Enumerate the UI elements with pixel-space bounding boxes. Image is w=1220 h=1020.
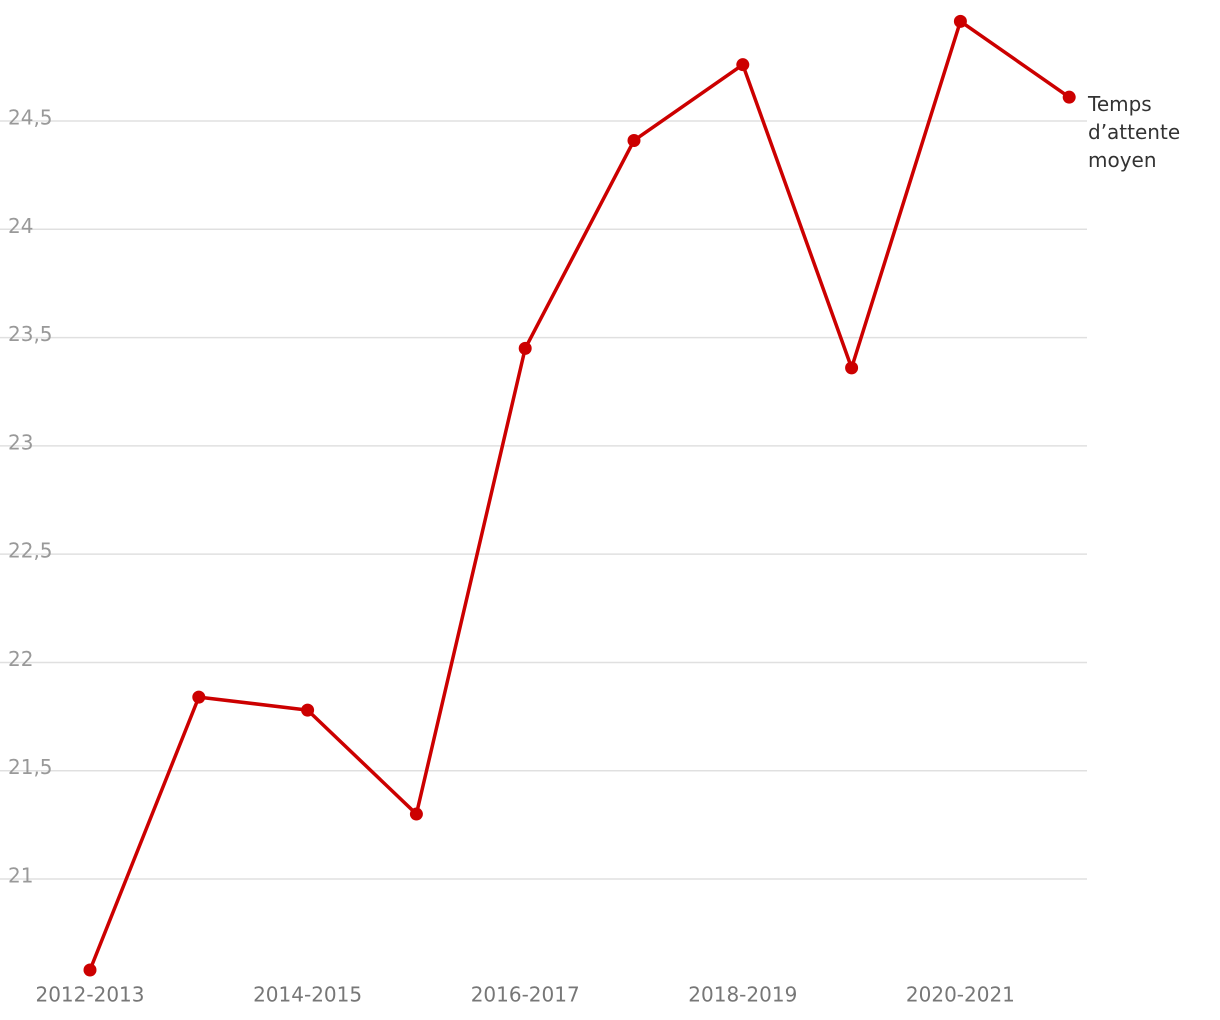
y-tick-label: 22 [8, 647, 33, 671]
point [953, 14, 967, 28]
y-tick-label: 23,5 [8, 322, 53, 346]
x-tick-label: 2016-2017 [471, 983, 580, 1007]
x-tick-label: 2012-2013 [35, 983, 144, 1007]
point [409, 807, 423, 821]
y-tick-label: 22,5 [8, 539, 53, 563]
point [518, 341, 532, 355]
x-tick-label: 2014-2015 [253, 983, 362, 1007]
line [88, 19, 1071, 971]
x-tick-label: 2018-2019 [688, 983, 797, 1007]
point [736, 58, 750, 72]
series-label: Temps d’attente moyen [1088, 92, 1181, 172]
x-tick-label: 2020-2021 [906, 983, 1015, 1007]
y-tick-label: 23 [8, 430, 33, 454]
y-tick-label: 21,5 [8, 755, 53, 779]
point [845, 361, 859, 375]
point [301, 703, 315, 717]
point [1062, 90, 1076, 104]
y-tick-label: 24,5 [8, 105, 53, 129]
y-tick-label: 21 [8, 864, 33, 888]
point [192, 690, 206, 704]
point [83, 963, 97, 977]
point [627, 133, 641, 147]
y-tick-label: 24 [8, 214, 33, 238]
